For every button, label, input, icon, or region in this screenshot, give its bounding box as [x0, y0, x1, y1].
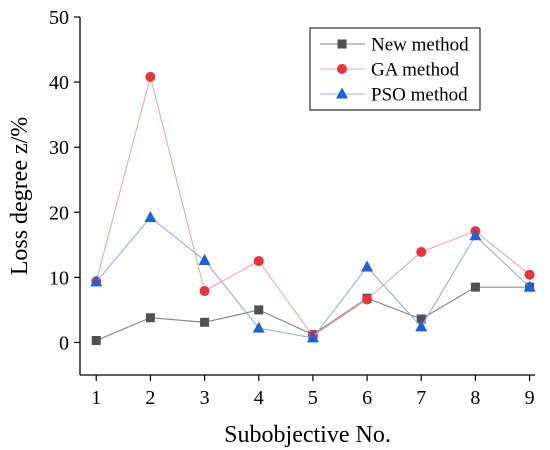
series-pso-method [90, 210, 536, 343]
data-point [469, 229, 482, 241]
legend-item: PSO method [320, 85, 468, 106]
data-point [145, 71, 156, 82]
data-point [198, 253, 211, 265]
x-tick-label: 2 [145, 387, 155, 409]
y-ticks: 0 10 20 30 40 50 [49, 7, 80, 354]
series-line [95, 74, 530, 337]
y-tick-label: 0 [59, 332, 69, 354]
y-tick-label: 40 [49, 72, 69, 94]
data-point [144, 210, 157, 222]
y-axis-label: Loss degree z/% [7, 117, 33, 276]
data-point [470, 282, 480, 292]
x-tick-label: 3 [200, 387, 210, 409]
y-tick-label: 10 [49, 267, 69, 289]
data-point [90, 275, 103, 287]
data-point [145, 313, 155, 323]
x-tick-label: 7 [416, 387, 426, 409]
data-point [91, 336, 101, 346]
legend-label: New method [371, 35, 469, 56]
data-point [252, 321, 265, 333]
x-tick-label: 6 [362, 387, 372, 409]
data-point [306, 331, 319, 343]
data-point [361, 260, 374, 272]
data-point [254, 305, 264, 315]
x-tick-label: 8 [470, 387, 480, 409]
legend-item: GA method [320, 60, 460, 81]
legend-label: PSO method [371, 85, 468, 106]
y-tick-label: 20 [49, 202, 69, 224]
x-tick-label: 4 [254, 387, 264, 409]
series-layer [90, 71, 536, 346]
x-axis-label: Subobjective No. [224, 422, 391, 448]
legend: New method GA method PSO method [309, 27, 481, 111]
legend-marker [336, 87, 348, 99]
legend-label: GA method [371, 60, 460, 81]
legend-marker [337, 39, 347, 49]
y-tick-label: 50 [49, 7, 69, 29]
y-tick-label: 30 [49, 137, 69, 159]
data-point [253, 256, 264, 267]
data-point [524, 269, 535, 280]
legend-item: New method [320, 35, 469, 56]
data-point [200, 317, 210, 327]
axes [79, 17, 535, 376]
data-point [199, 286, 210, 297]
series-ga-method [91, 71, 535, 341]
legend-marker [337, 64, 347, 74]
x-tick-label: 1 [91, 387, 101, 409]
data-point [415, 320, 428, 332]
data-point [523, 280, 536, 292]
x-tick-label: 9 [525, 387, 535, 409]
data-point [362, 294, 373, 305]
x-tick-label: 5 [308, 387, 318, 409]
data-point [416, 314, 426, 324]
x-ticks: 1 2 3 4 5 6 7 8 9 [91, 375, 535, 409]
data-point [416, 246, 427, 257]
